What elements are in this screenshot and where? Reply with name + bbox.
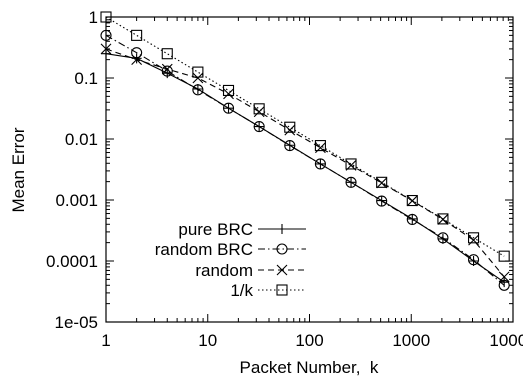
y-axis-label: Mean Error [9,127,28,212]
data-point [253,106,265,118]
data-point [468,254,480,266]
series-1-k [100,11,510,262]
legend-marker [276,264,288,276]
plot-area-frame [105,16,514,323]
data-point [314,140,326,152]
y-tick-label: 0.0001 [46,252,98,271]
x-tick-label: 10 [198,331,217,350]
x-tick-label: 10000 [489,331,523,350]
data-point [192,84,203,95]
data-point [100,43,112,55]
data-point [253,120,265,133]
data-point [222,84,235,97]
x-tick-label: 100 [295,331,323,350]
data-point [192,72,204,84]
data-point [192,84,204,96]
data-point [284,124,296,136]
data-point [468,232,480,244]
legend-marker [276,284,288,296]
y-tick-label: 1e-05 [55,313,98,332]
series-random-brc [100,29,510,291]
data-point [131,54,143,66]
data-point [161,63,173,75]
series-line [105,34,505,286]
data-point [376,177,388,189]
axis-ticks: 1 10 100 1000 10000 1 0.1 0.01 0.001 0.0001 1e-05 [46,8,523,350]
data-point [222,102,235,114]
x-tick-label: 1000 [392,331,430,350]
y-tick-label: 0.1 [74,69,98,88]
y-tick-label: 0.001 [55,191,98,210]
legend-label: 1/k [230,281,253,300]
data-point [468,234,479,246]
data-point [437,213,449,225]
data-point [284,140,296,152]
data-point [131,53,142,64]
legend-label: random BRC [155,240,253,259]
data-point [498,250,510,262]
data-point [253,103,265,115]
data-point [406,213,418,225]
y-tick-label: 1 [89,8,98,27]
legend-marker [277,224,287,234]
data-point [192,66,204,78]
data-point [498,279,510,291]
data-point [314,158,326,170]
series-group [100,11,510,291]
data-point [131,47,143,59]
data-point [406,194,418,207]
legend-label: pure BRC [178,220,253,239]
data-point [161,48,173,60]
data-point [131,29,143,41]
data-point [284,121,296,133]
data-point [100,29,112,41]
data-point [223,103,234,114]
data-point [437,232,449,244]
data-point [100,11,112,23]
data-point [345,176,357,188]
data-point [407,213,418,224]
x-axis-label: Packet Number, k [240,358,379,377]
data-point [223,88,234,100]
data-point [376,195,388,207]
data-point [101,48,111,59]
data-point [345,158,357,170]
data-point [315,142,326,154]
legend-label: random [195,261,253,280]
y-tick-label: 0.01 [65,130,98,149]
data-point [161,65,173,77]
x-tick-label: 1 [101,331,110,350]
data-point [498,271,510,283]
legend-marker [276,243,288,255]
data-point [376,176,388,188]
